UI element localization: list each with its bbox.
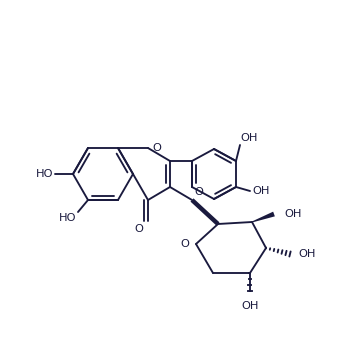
Text: OH: OH xyxy=(298,249,315,259)
Text: O: O xyxy=(194,187,203,197)
Polygon shape xyxy=(252,212,275,223)
Text: HO: HO xyxy=(59,213,76,223)
Text: O: O xyxy=(152,143,161,153)
Text: OH: OH xyxy=(252,186,270,196)
Text: OH: OH xyxy=(284,209,302,219)
Text: HO: HO xyxy=(35,169,53,179)
Text: O: O xyxy=(134,224,143,234)
Text: O: O xyxy=(180,239,189,249)
Text: OH: OH xyxy=(241,301,259,311)
Text: OH: OH xyxy=(240,133,257,143)
